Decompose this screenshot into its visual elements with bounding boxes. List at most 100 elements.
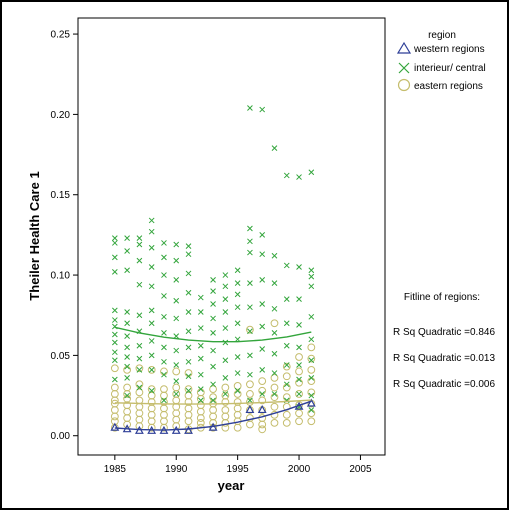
- data-point-circle: [246, 420, 254, 429]
- data-point-x: [148, 283, 155, 290]
- data-point-x: [173, 297, 180, 304]
- data-point-x: [296, 362, 302, 368]
- data-point-x: [173, 391, 180, 397]
- data-point-circle: [258, 396, 267, 405]
- data-point-x: [308, 336, 315, 343]
- data-point-x: [259, 251, 266, 258]
- data-point-x: [185, 344, 192, 351]
- data-point-x: [111, 376, 118, 383]
- data-point-x: [111, 268, 118, 275]
- data-point-x: [296, 296, 302, 303]
- data-point-x: [259, 232, 266, 238]
- data-point-x: [136, 281, 143, 288]
- legend-item-western: western regions: [396, 41, 485, 55]
- data-point-x: [234, 280, 241, 286]
- data-point-triangle: [306, 398, 316, 407]
- data-point-x: [197, 355, 204, 362]
- fit-line: [114, 399, 312, 405]
- legend-label-central: interieur/ central: [414, 63, 486, 74]
- data-point-x: [161, 371, 167, 378]
- x-tick-label: 2000: [288, 464, 311, 475]
- data-point-x: [210, 301, 216, 307]
- data-point-x: [308, 267, 315, 274]
- data-point-x: [296, 322, 302, 328]
- data-point-x: [124, 363, 130, 370]
- y-tick-label: 0.20: [51, 110, 71, 121]
- data-point-circle: [196, 418, 205, 427]
- data-point-circle: [246, 380, 254, 389]
- data-point-circle: [110, 396, 119, 405]
- data-point-triangle: [184, 425, 193, 434]
- data-point-x: [283, 296, 290, 303]
- fit-note-title: Fitline of regions:: [404, 292, 480, 303]
- data-point-x: [124, 333, 130, 339]
- data-point-x: [161, 397, 167, 404]
- data-point-x: [247, 352, 253, 359]
- data-point-triangle: [110, 422, 120, 431]
- data-point-x: [259, 391, 266, 397]
- data-point-x: [161, 272, 167, 278]
- data-point-x: [124, 248, 130, 254]
- data-point-x: [185, 358, 192, 365]
- data-point-circle: [270, 383, 279, 392]
- data-point-x: [173, 257, 180, 264]
- data-point-x: [296, 344, 302, 351]
- data-point-x: [124, 235, 130, 241]
- triangle-marker-icon: [396, 41, 412, 54]
- x-tick-label: 2005: [349, 464, 372, 475]
- data-point-x: [161, 344, 167, 351]
- y-axis-ticks: 0.00 0.05 0.10 0.15 0.20 0.25: [51, 30, 78, 442]
- data-point-circle: [147, 365, 156, 374]
- data-point-x: [185, 270, 192, 277]
- data-point-x: [124, 320, 130, 327]
- data-point-x: [136, 257, 143, 264]
- data-point-x: [161, 313, 167, 320]
- legend-label-western: western regions: [413, 44, 485, 55]
- data-point-x: [222, 375, 229, 381]
- data-point-x: [259, 346, 266, 352]
- data-point-circle: [282, 418, 291, 427]
- data-point-circle: [135, 388, 144, 397]
- data-point-circle: [246, 325, 254, 334]
- data-point-x: [148, 387, 155, 394]
- data-point-x: [283, 320, 290, 327]
- data-point-circle: [123, 390, 132, 398]
- data-point-x: [173, 277, 180, 283]
- data-point-x: [136, 342, 143, 349]
- data-point-x: [222, 309, 229, 315]
- data-point-x: [247, 328, 253, 335]
- data-point-triangle: [257, 404, 267, 414]
- data-point-circle: [282, 362, 291, 371]
- y-axis-title: Theiler Health Care 1: [27, 171, 42, 300]
- fit-line: [114, 400, 312, 431]
- data-point-circle: [295, 390, 303, 398]
- data-point-x: [308, 392, 315, 399]
- data-point-circle: [307, 417, 316, 426]
- data-point-circle: [221, 418, 230, 427]
- data-point-x: [271, 305, 278, 312]
- y-tick-label: 0.15: [51, 190, 71, 201]
- data-point-x: [234, 304, 241, 311]
- data-point-x: [247, 238, 253, 245]
- data-point-x: [271, 280, 278, 286]
- data-point-x: [173, 362, 180, 368]
- data-point-x: [210, 330, 216, 336]
- x-tick-label: 1990: [165, 464, 188, 475]
- fit-note-eastern: R Sq Quadratic =0.006: [393, 379, 495, 390]
- data-point-x: [308, 169, 315, 176]
- data-point-x: [271, 330, 278, 336]
- data-point-x: [222, 283, 229, 290]
- data-point-x: [222, 272, 229, 278]
- data-point-x: [308, 357, 315, 364]
- data-point-x: [124, 344, 130, 351]
- data-point-circle: [282, 372, 291, 381]
- data-point-x: [185, 309, 192, 315]
- data-point-circle: [246, 390, 254, 398]
- data-point-circle: [209, 385, 217, 394]
- data-point-circle: [270, 373, 279, 382]
- data-point-x: [185, 243, 192, 249]
- data-point-x: [124, 392, 130, 399]
- data-point-x: [234, 267, 241, 274]
- data-point-x: [124, 309, 130, 315]
- data-point-x: [308, 375, 315, 381]
